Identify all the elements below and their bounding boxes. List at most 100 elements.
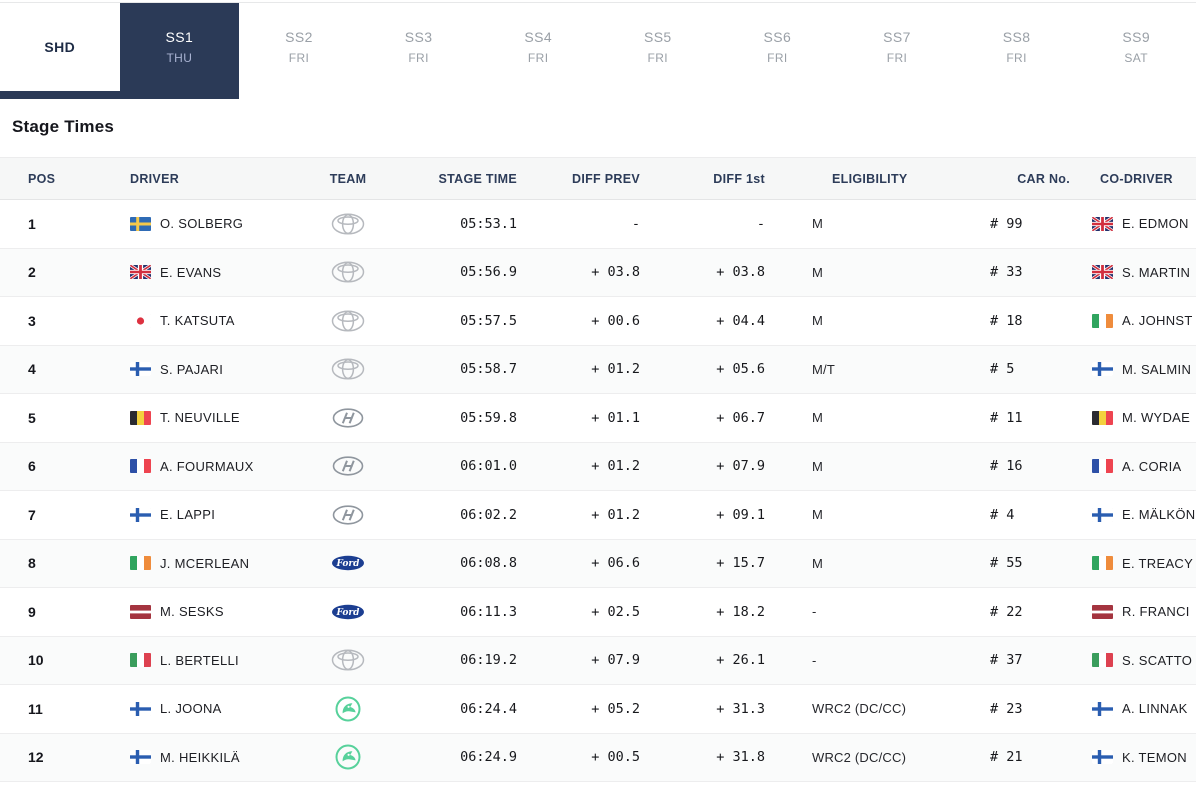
stage-tab-ss3[interactable]: SS3 FRI — [358, 3, 479, 91]
diff-prev-value: + 02.5 — [591, 603, 640, 620]
codriver-name: A. LINNAK — [1122, 701, 1188, 717]
diff-first-value: + 07.9 — [716, 458, 765, 475]
flag-fi-icon — [1092, 701, 1113, 716]
stage-time-value: 06:24.4 — [460, 700, 517, 717]
table-row: 7 E. LAPPI 06:02.2 + 01.2 + 09.1 M # 4 E… — [0, 491, 1196, 540]
active-tab-underline — [0, 91, 239, 99]
diff-first-value: + 15.7 — [716, 555, 765, 572]
driver-cell: J. MCERLEAN — [118, 556, 303, 571]
driver-cell: O. SOLBERG — [118, 216, 303, 231]
driver-name: L. BERTELLI — [160, 652, 239, 668]
codriver-cell: E. TREACY — [1070, 556, 1196, 571]
tab-label: SS1 — [165, 29, 194, 45]
driver-name: O. SOLBERG — [160, 216, 244, 232]
flag-ie-icon — [1092, 556, 1113, 571]
flag-jp-icon — [130, 313, 151, 328]
codriver-name: M. SALMIN — [1122, 361, 1192, 377]
diff-first-value: + 31.3 — [716, 700, 765, 717]
codriver-cell: E. EDMON — [1070, 216, 1196, 231]
stage-tab-ss1[interactable]: SS1 THU — [119, 3, 240, 91]
toyota-logo-icon — [303, 647, 393, 673]
tab-day-label: FRI — [408, 51, 429, 65]
stage-tab-ss4[interactable]: SS4 FRI — [478, 3, 598, 91]
stage-tab-ss2[interactable]: SS2 FRI — [239, 3, 359, 91]
car-number-value: # 21 — [990, 749, 1023, 766]
flag-fr-icon — [130, 459, 151, 474]
tab-label: SS9 — [1122, 29, 1151, 45]
hyundai-logo-icon — [303, 502, 393, 528]
skoda-logo-icon — [303, 743, 393, 771]
tab-label: SS2 — [285, 29, 313, 45]
driver-name: E. EVANS — [160, 264, 222, 280]
flag-be-icon — [1092, 410, 1113, 425]
eligibility-value: M — [812, 555, 824, 571]
codriver-name: K. TEMON — [1122, 749, 1188, 765]
stage-times-table: 1 O. SOLBERG 05:53.1 - - M # 99 E. EDMON… — [0, 200, 1196, 782]
stage-time-value: 05:58.7 — [460, 361, 517, 378]
driver-cell: L. BERTELLI — [118, 653, 303, 668]
codriver-name: E. TREACY — [1122, 555, 1194, 571]
diff-prev-value: + 07.9 — [591, 652, 640, 669]
driver-cell: S. PAJARI — [118, 362, 303, 377]
col-header-stage-time: STAGE TIME — [438, 171, 517, 186]
stage-tab-ss6[interactable]: SS6 FRI — [717, 3, 838, 91]
driver-name: T. NEUVILLE — [160, 410, 240, 426]
codriver-cell: R. FRANCI — [1070, 604, 1196, 619]
codriver-cell: S. MARTIN — [1070, 265, 1196, 280]
ford-logo-icon: Ford — [303, 604, 393, 620]
position-value: 5 — [28, 409, 36, 426]
flag-gb-icon — [130, 265, 151, 280]
diff-prev-value: + 01.2 — [591, 458, 640, 475]
tab-day-label: SAT — [1124, 51, 1149, 65]
stage-time-value: 05:56.9 — [460, 264, 517, 281]
flag-gb-icon — [1092, 216, 1113, 231]
toyota-logo-icon — [303, 259, 393, 285]
stage-time-value: 05:59.8 — [460, 409, 517, 426]
driver-name: M. SESKS — [160, 604, 224, 620]
codriver-cell: A. LINNAK — [1070, 701, 1196, 716]
codriver-name: R. FRANCI — [1122, 604, 1190, 620]
stage-tab-shd[interactable]: SHD — [0, 3, 120, 91]
diff-prev-value: + 06.6 — [591, 555, 640, 572]
driver-name: J. MCERLEAN — [160, 555, 250, 571]
flag-fi-icon — [130, 362, 151, 377]
diff-prev-value: + 01.2 — [591, 361, 640, 378]
flag-it-icon — [130, 653, 151, 668]
stage-tab-ss7[interactable]: SS7 FRI — [837, 3, 957, 91]
codriver-name: A. CORIA — [1122, 458, 1182, 474]
driver-name: M. HEIKKILÄ — [160, 749, 240, 765]
codriver-name: S. MARTIN — [1122, 264, 1191, 280]
codriver-cell: S. SCATTO — [1070, 653, 1196, 668]
position-value: 10 — [28, 652, 44, 669]
skoda-logo-icon — [303, 695, 393, 723]
codriver-name: M. WYDAE — [1122, 410, 1191, 426]
tab-day-label: FRI — [288, 51, 310, 65]
col-header-diff-first: DIFF 1st — [713, 171, 765, 186]
diff-first-value: + 31.8 — [716, 749, 765, 766]
stage-time-value: 06:08.8 — [460, 555, 517, 572]
diff-prev-value: + 01.1 — [591, 409, 640, 426]
diff-prev-value: + 00.5 — [591, 749, 640, 766]
position-value: 12 — [28, 749, 44, 766]
stage-tab-ss8[interactable]: SS8 FRI — [956, 3, 1077, 91]
col-header-codriver: CO-DRIVER — [1100, 171, 1173, 186]
tab-day-label: THU — [166, 51, 193, 65]
driver-name: S. PAJARI — [160, 361, 224, 377]
eligibility-value: M/T — [812, 361, 835, 377]
diff-first-value: + 09.1 — [716, 506, 765, 523]
flag-ie-icon — [130, 556, 151, 571]
codriver-cell: E. MÄLKÖN — [1070, 507, 1196, 522]
toyota-logo-icon — [303, 308, 393, 334]
stage-tab-ss9[interactable]: SS9 SAT — [1076, 3, 1196, 91]
stage-time-value: 06:01.0 — [460, 458, 517, 475]
stage-tab-ss5[interactable]: SS5 FRI — [597, 3, 718, 91]
table-row: 10 L. BERTELLI 06:19.2 + 07.9 + 26.1 - #… — [0, 636, 1196, 685]
codriver-cell: M. WYDAE — [1070, 410, 1196, 425]
tab-day-label: FRI — [647, 51, 669, 65]
flag-lv-icon — [130, 604, 151, 619]
diff-first-value: + 04.4 — [716, 312, 765, 329]
driver-cell: T. NEUVILLE — [118, 410, 303, 425]
tab-label: SS8 — [1002, 29, 1031, 45]
diff-first-value: + 05.6 — [716, 361, 765, 378]
driver-cell: M. HEIKKILÄ — [118, 750, 303, 765]
